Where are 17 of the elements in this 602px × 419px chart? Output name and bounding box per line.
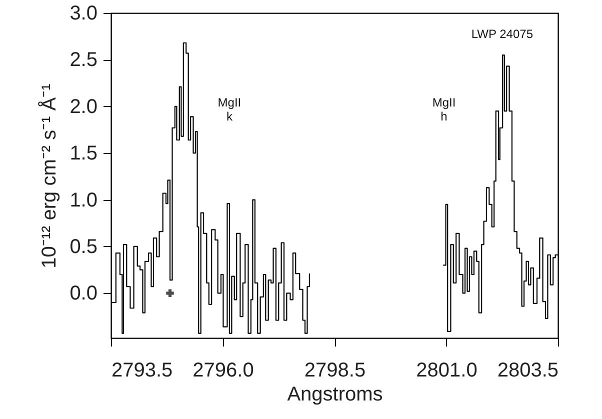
y-tick-label: 1.0: [70, 189, 98, 212]
y-tick-label: 0.5: [70, 236, 98, 258]
x-tick-label: 2801.0: [416, 360, 478, 382]
y-tick-label: 0.0: [70, 282, 98, 305]
y-tick-label: 2.5: [70, 49, 98, 72]
y-tick-label: 2.0: [70, 96, 98, 118]
y-tick-label: 1.5: [70, 142, 98, 165]
x-tick-label: 2796.0: [192, 360, 254, 382]
annotation: LWP 24075: [471, 27, 534, 41]
x-tick-label: 2803.5: [497, 360, 558, 382]
y-axis-title: 10⁻¹² erg cm⁻² s⁻¹ Å⁻¹: [38, 83, 61, 268]
x-axis-title: Angstroms: [287, 384, 383, 406]
x-tick-label: 2793.5: [112, 360, 173, 382]
y-tick-label: 3.0: [70, 2, 98, 24]
x-tick-label: 2798.5: [304, 360, 366, 382]
annotation: MgII k: [218, 96, 242, 124]
annotation: MgII h: [432, 96, 456, 124]
